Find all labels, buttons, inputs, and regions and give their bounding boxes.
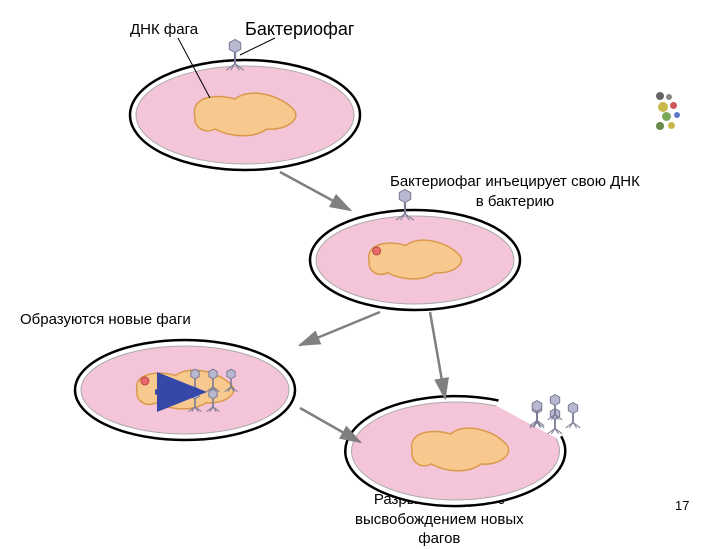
bacterium-b3 <box>75 340 295 440</box>
bacterium-b2 <box>310 189 520 310</box>
bacterium-b4 <box>345 395 580 506</box>
diagram-scene <box>0 0 720 540</box>
bacterium-b1 <box>130 39 360 170</box>
